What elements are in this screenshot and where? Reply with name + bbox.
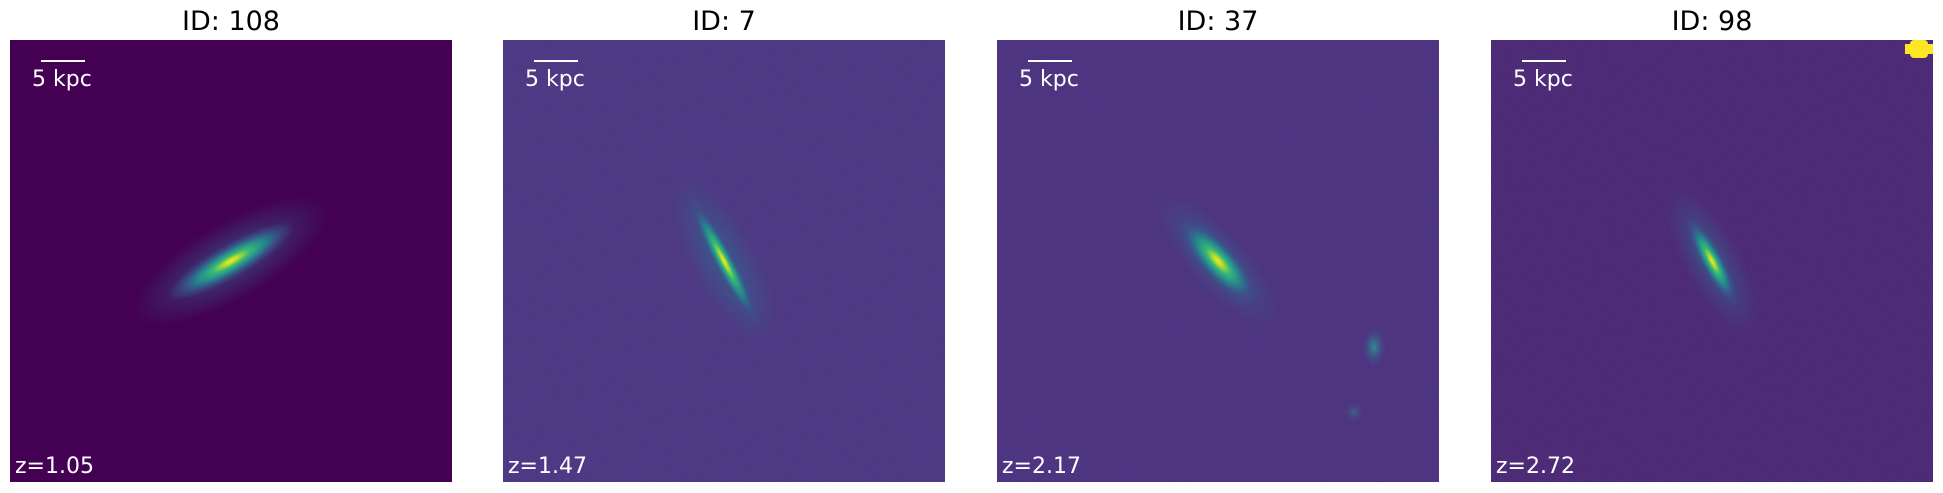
redshift-label: z=1.47 (508, 454, 587, 479)
panel-title: ID: 108 (182, 6, 280, 37)
cutout-image (1491, 40, 1933, 482)
bright-source (1905, 44, 1933, 54)
companion (1362, 327, 1386, 367)
panel: ID: 37 5 kpc z=2.17 (997, 6, 1439, 482)
scale-label: 5 kpc (32, 67, 92, 92)
scale-label: 5 kpc (1019, 67, 1079, 92)
redshift-label: z=2.72 (1496, 454, 1575, 479)
cutout-image (10, 40, 452, 482)
scale-label: 5 kpc (525, 67, 585, 92)
panel-title: ID: 37 (1178, 6, 1259, 37)
galaxy (1686, 216, 1738, 306)
panel: ID: 108 5 kpc z=1.05 (10, 6, 452, 482)
panel: ID: 98 5 kpc z=2.72 (1491, 6, 1933, 482)
scale-label: 5 kpc (1513, 67, 1573, 92)
redshift-label: z=2.17 (1002, 454, 1081, 479)
redshift-label: z=1.05 (15, 454, 94, 479)
cutout-image (503, 40, 945, 482)
panel-title: ID: 98 (1672, 6, 1753, 37)
panel: ID: 7 5 kpc z=1.47 (503, 6, 945, 482)
companion (1344, 402, 1364, 422)
galaxy (168, 222, 294, 300)
galaxy (688, 197, 760, 325)
cutout-image (997, 40, 1439, 482)
panel-title: ID: 7 (692, 6, 756, 37)
galaxy (1177, 217, 1259, 305)
